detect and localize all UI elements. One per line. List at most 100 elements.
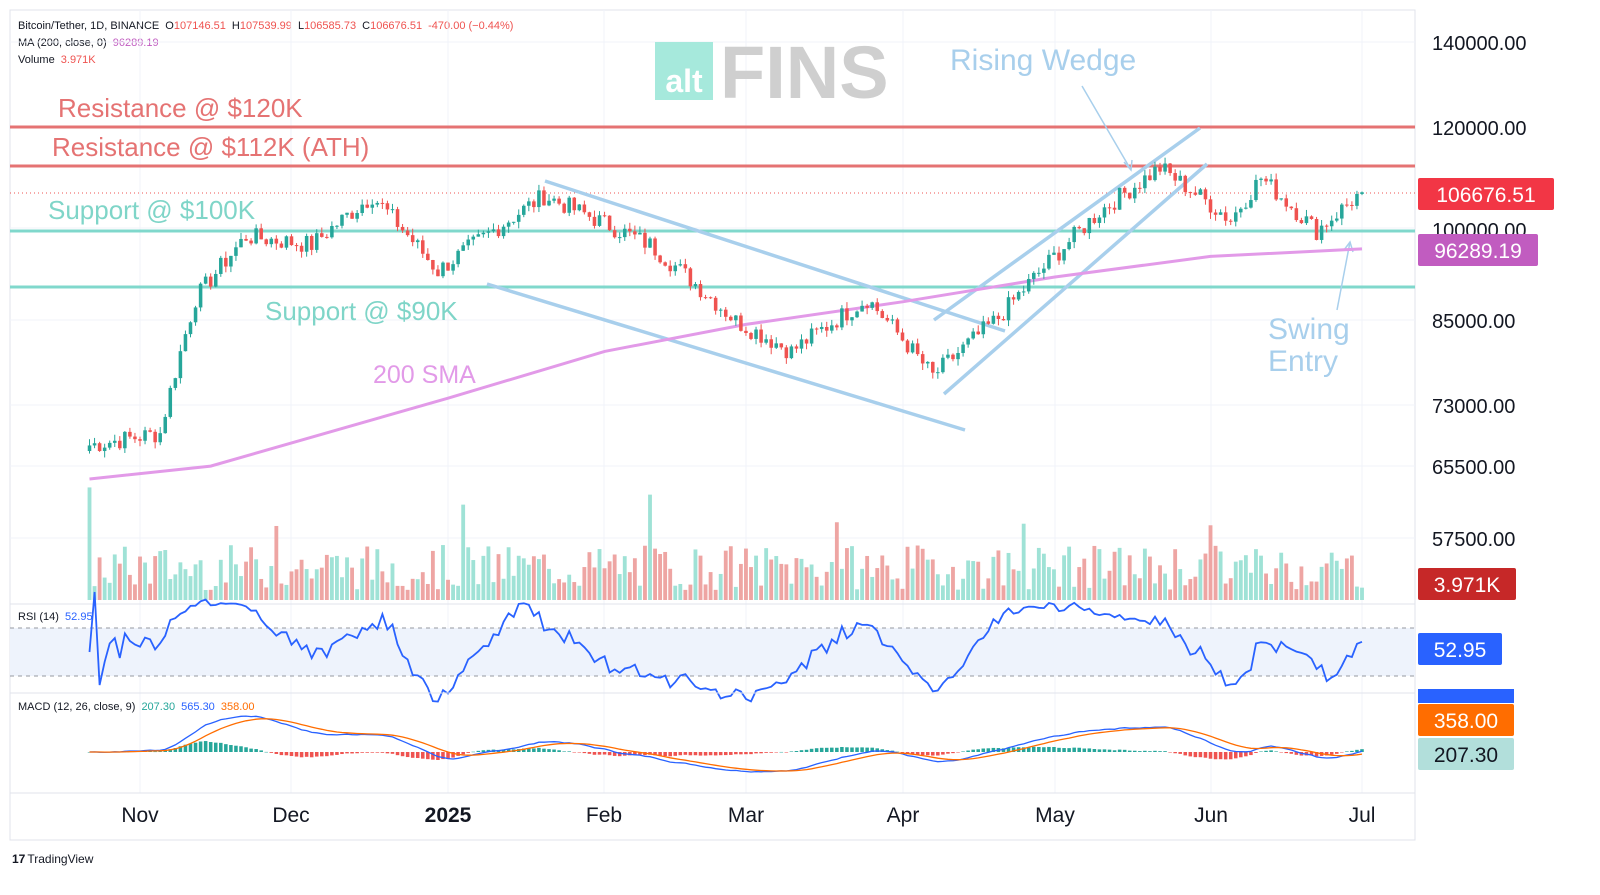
tradingview-logo[interactable]: 17 TradingView (12, 852, 94, 866)
candle (1213, 209, 1218, 221)
macd-hist-bar (653, 752, 657, 756)
volume-bar (956, 589, 960, 600)
macd-hist-bar (1183, 752, 1188, 756)
falling-channel (486, 179, 1006, 432)
volume-bar (784, 564, 789, 600)
macd-hist-bar (1218, 752, 1223, 760)
candle (562, 202, 566, 214)
volume-bar (885, 565, 890, 600)
candles (87, 157, 1364, 458)
macd-hist-bar (976, 749, 980, 752)
macd-legend[interactable]: MACD (12, 26, close, 9) 207.30 565.30 35… (18, 701, 255, 713)
volume-bar (476, 584, 481, 600)
symbol-title: Bitcoin/Tether, 1D, BINANCE (18, 20, 160, 32)
volume-bar (738, 563, 743, 600)
rsi-legend[interactable]: RSI (14) 52.95 (18, 611, 93, 623)
candle (1062, 249, 1066, 265)
macd-hist-bar (723, 752, 728, 756)
macd-hist-bar (269, 752, 274, 753)
macd-hist-bar (360, 752, 364, 753)
candle (1289, 206, 1294, 211)
candle (779, 343, 784, 350)
candle (350, 210, 354, 219)
volume-bar (319, 567, 324, 600)
macd-hist-bar (259, 750, 263, 752)
volume-bar (294, 569, 299, 600)
macd-hist-bar (597, 752, 602, 755)
macd-hist-value: 207.30 (141, 701, 176, 713)
macd-hist-bar (1350, 750, 1354, 752)
macd-hist-bar (446, 752, 450, 759)
candle (471, 234, 476, 246)
volume-bar (158, 551, 163, 600)
candle (885, 314, 890, 323)
macd-hist-bar (910, 752, 915, 755)
macd-hist-bar (1097, 749, 1102, 752)
macd-hist-bar (1037, 747, 1041, 752)
candle (1138, 182, 1142, 194)
volume-bar (506, 547, 511, 600)
candle (567, 195, 571, 217)
candle (491, 223, 496, 233)
volume-bar (405, 589, 410, 600)
candle (1324, 224, 1329, 233)
macd-hist-bar (1259, 751, 1263, 752)
candle (1072, 225, 1076, 249)
volume-bar (814, 576, 819, 600)
volume-bar (1173, 549, 1178, 600)
macd-hist-bar (380, 752, 385, 753)
candle (516, 209, 521, 229)
time-axis[interactable]: Nov Dec 2025 Feb Mar Apr May Jun Jul (121, 804, 1375, 827)
signal-line (89, 718, 1363, 772)
candle (213, 269, 218, 288)
macd-hist-bar (1127, 750, 1132, 752)
time-tick: Jul (1349, 804, 1376, 827)
volume-bar (370, 579, 375, 600)
volume-bar (289, 571, 294, 600)
macd-hist-bar (1062, 748, 1066, 752)
candle (648, 236, 652, 249)
rising-wedge-label: Rising Wedge (950, 44, 1136, 77)
candle (799, 334, 804, 354)
volume-bar (122, 546, 127, 600)
macd-hist-bar (819, 747, 824, 752)
volume-bar (1087, 587, 1092, 600)
macd-hist-bar (294, 752, 299, 757)
candle (976, 325, 980, 335)
ma-legend[interactable]: MA (200, close, 0) 96289.19 (18, 37, 159, 49)
macd-hist-bar (461, 752, 465, 755)
candle (622, 224, 627, 241)
macd-hist-bar (441, 752, 445, 760)
volume-bar (208, 589, 213, 600)
candle (1047, 249, 1051, 271)
candle (850, 316, 854, 326)
macd-hist-bar (163, 750, 168, 752)
volume-bar (1102, 578, 1107, 600)
candle (118, 436, 122, 451)
volume-bar (845, 548, 849, 600)
candle (678, 259, 683, 267)
candle (824, 321, 829, 337)
macd-hist-bar (931, 752, 935, 756)
candle (1163, 157, 1167, 175)
candle (749, 331, 753, 341)
candle (673, 261, 678, 276)
volume-bar (829, 561, 834, 600)
wedge-arrow (1081, 85, 1132, 171)
volume-bar (860, 568, 865, 600)
macd-hist-bar (239, 746, 243, 752)
macd-hist-bar (713, 752, 718, 756)
volume-bar (668, 568, 673, 600)
candle (840, 305, 844, 331)
macd-hist-bar (678, 752, 683, 756)
candle (1254, 174, 1258, 202)
candle (946, 348, 950, 360)
candle (744, 326, 748, 336)
candle (1309, 215, 1314, 220)
candle (890, 314, 895, 325)
price-axis[interactable]: 140000.00 120000.00 100000.00 85000.00 7… (1432, 33, 1527, 551)
volume-legend[interactable]: Volume 3.971K (18, 54, 96, 66)
sma-label: 200 SMA (373, 361, 476, 389)
macd-hist-bar (370, 752, 375, 753)
